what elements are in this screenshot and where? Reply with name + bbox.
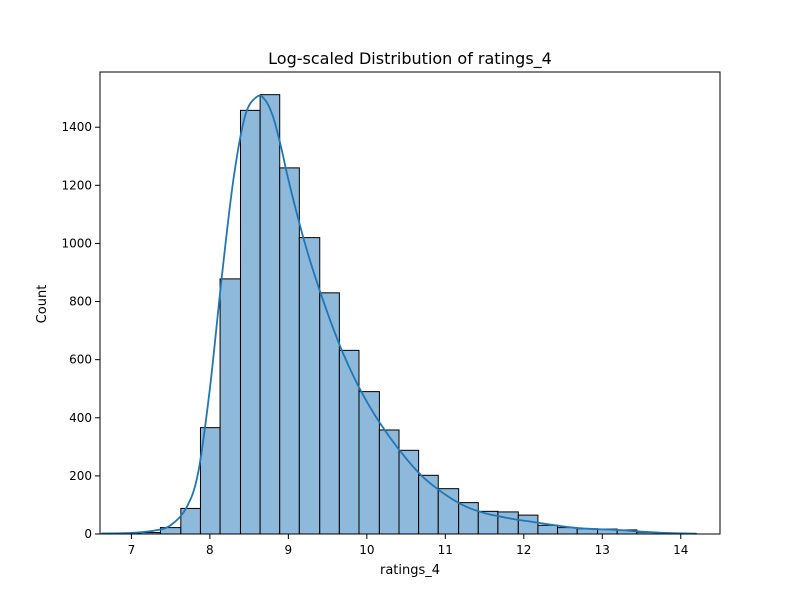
y-tick-label: 200 bbox=[69, 469, 92, 483]
histogram-bar bbox=[280, 168, 300, 534]
histogram-bar bbox=[518, 515, 538, 534]
y-tick-label: 600 bbox=[69, 353, 92, 367]
histogram-bar bbox=[320, 293, 340, 534]
y-tick-label: 0 bbox=[84, 527, 92, 541]
x-axis-label: ratings_4 bbox=[380, 563, 440, 578]
histogram-bar bbox=[419, 475, 439, 534]
histogram-bar bbox=[260, 95, 280, 534]
histogram-bar bbox=[438, 489, 458, 534]
histogram-bar bbox=[339, 350, 359, 534]
x-tick-label: 10 bbox=[359, 543, 374, 557]
histogram-bar bbox=[240, 110, 260, 534]
x-tick-label: 7 bbox=[128, 543, 136, 557]
x-tick-label: 13 bbox=[595, 543, 610, 557]
y-axis-label: Count bbox=[35, 285, 50, 324]
histogram-bar bbox=[498, 512, 518, 534]
y-tick-label: 1000 bbox=[61, 236, 92, 250]
y-tick-label: 1200 bbox=[61, 178, 92, 192]
x-tick-label: 8 bbox=[206, 543, 214, 557]
x-tick-label: 9 bbox=[285, 543, 293, 557]
y-tick-label: 1400 bbox=[61, 120, 92, 134]
histogram-bar bbox=[220, 279, 240, 534]
y-tick-label: 400 bbox=[69, 411, 92, 425]
histogram-bar bbox=[359, 392, 379, 534]
y-tick-label: 800 bbox=[69, 295, 92, 309]
x-tick-label: 11 bbox=[438, 543, 453, 557]
histogram-bar bbox=[538, 525, 558, 534]
x-tick-label: 12 bbox=[516, 543, 531, 557]
x-tick-label: 14 bbox=[673, 543, 688, 557]
chart-title: Log-scaled Distribution of ratings_4 bbox=[268, 49, 552, 69]
